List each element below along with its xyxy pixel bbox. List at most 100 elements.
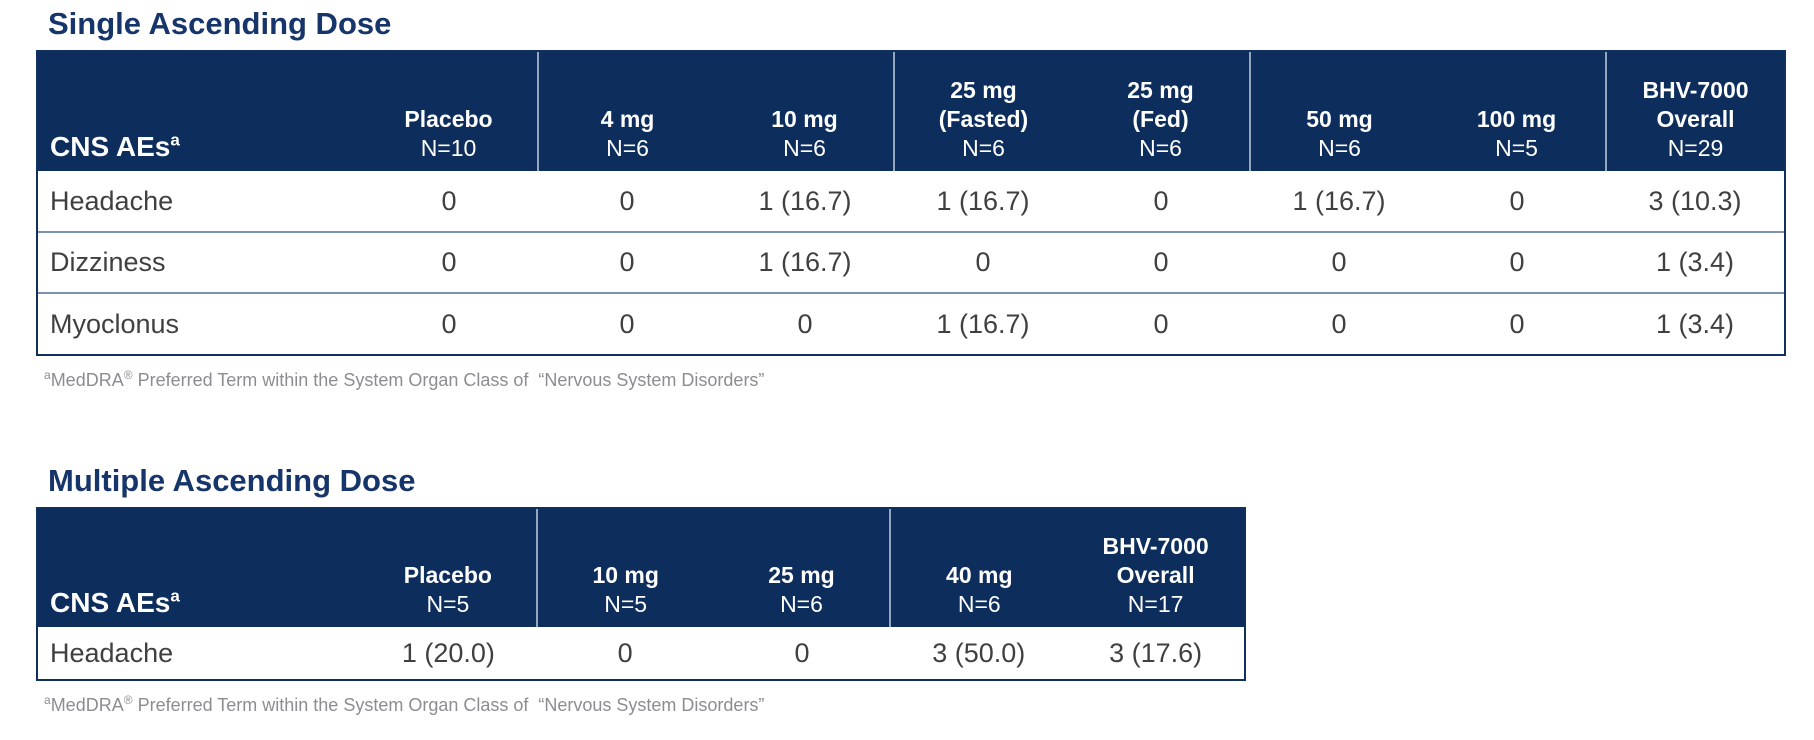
dose-label: 4 mg [600, 106, 655, 132]
multiple-ascending-dose-section: Multiple Ascending Dose CNS AEsa Placebo N… [36, 463, 1814, 716]
ae-value-cell: 3 (17.6) [1067, 627, 1244, 679]
footnote-brand: MedDRA [50, 370, 124, 390]
ae-value-cell: 1 (20.0) [360, 627, 537, 679]
ae-value-cell: 1 (16.7) [716, 171, 894, 232]
footnote-text: Preferred Term within the System Organ C… [132, 370, 765, 390]
footnote-brand: MedDRA [50, 695, 124, 715]
footnote-marker: a [44, 693, 51, 707]
sad-aes-table: CNS AEsa Placebo N=10 4 mg N=6 10 mg N=6 25 mg (… [36, 50, 1786, 356]
ae-row-label: Dizziness [38, 231, 360, 293]
mad-aes-table: CNS AEsa Placebo N=5 10 mg N=5 25 mg N=6 40 mg N… [36, 507, 1246, 681]
table-row: Myoclonus 0 0 0 1 (16.7) 0 0 0 1 (3.4) [38, 292, 1784, 354]
dose-label: BHV-7000 [1642, 77, 1749, 103]
ae-value-cell: 1 (16.7) [894, 292, 1072, 354]
aes-data-table: CNS AEsa Placebo N=10 4 mg N=6 10 mg N=6 25 mg (… [38, 52, 1784, 354]
slide-page: Single Ascending Dose CNS AEsa Placebo N=1… [36, 6, 1814, 716]
ae-value-cell: 3 (50.0) [890, 627, 1068, 679]
dose-label: Overall [1656, 106, 1735, 132]
table-body: Headache 0 0 1 (16.7) 1 (16.7) 0 1 (16.7) 0 3 (1… [38, 171, 1784, 354]
header-row: CNS AEsa Placebo N=10 4 mg N=6 10 mg N=6 25 mg (… [38, 52, 1784, 171]
ae-value-cell: 0 [1072, 171, 1250, 232]
dose-column-header: 100 mg N=5 [1428, 52, 1607, 171]
table-row: Headache 0 0 1 (16.7) 1 (16.7) 0 1 (16.7) 0 3 (1… [38, 171, 1784, 232]
aes-label-sup: a [170, 130, 180, 150]
ae-value-cell: 0 [1428, 292, 1606, 354]
dose-n-count: N=17 [1127, 591, 1184, 617]
ae-value-cell: 0 [538, 171, 716, 232]
dose-n-count: N=6 [962, 135, 1005, 161]
dose-column-header: BHV-7000 Overall N=17 [1067, 509, 1244, 627]
ae-value-cell: 0 [894, 231, 1072, 293]
ae-value-cell: 0 [1072, 231, 1250, 293]
dose-n-count: N=29 [1667, 135, 1724, 161]
dose-label: 25 mg [1127, 77, 1194, 103]
ae-value-cell: 1 (3.4) [1606, 231, 1784, 293]
single-ascending-dose-section: Single Ascending Dose CNS AEsa Placebo N=1… [36, 6, 1814, 391]
dose-column-header: Placebo N=10 [360, 52, 539, 171]
dose-column-header: Placebo N=5 [360, 509, 538, 627]
dose-column-header: 10 mg N=5 [536, 509, 714, 627]
sad-footnote: aMedDRA® Preferred Term within the Syste… [44, 368, 1814, 391]
aes-label-text: CNS AEs [50, 587, 171, 618]
dose-column-header: 25 mg (Fasted) N=6 [894, 52, 1072, 171]
ae-value-cell: 0 [713, 627, 891, 679]
dose-label: Placebo [404, 106, 493, 132]
ae-value-cell: 1 (16.7) [716, 231, 894, 293]
dose-label: 25 mg [768, 562, 835, 588]
mad-footnote: aMedDRA® Preferred Term within the Syste… [44, 693, 1814, 716]
ae-value-cell: 1 (16.7) [894, 171, 1072, 232]
dose-n-count: N=6 [783, 135, 826, 161]
ae-value-cell: 0 [538, 292, 716, 354]
table-row: Dizziness 0 0 1 (16.7) 0 0 0 0 1 (3.4) [38, 231, 1784, 293]
dose-n-count: N=5 [1495, 135, 1538, 161]
dose-n-count: N=6 [1139, 135, 1182, 161]
ae-row-label: Headache [38, 171, 360, 232]
ae-value-cell: 0 [1428, 231, 1606, 293]
dose-column-header: 25 mg N=6 [713, 509, 892, 627]
ae-value-cell: 0 [1072, 292, 1250, 354]
dose-label: 25 mg [950, 77, 1017, 103]
ae-row-label: Myoclonus [38, 292, 360, 354]
dose-column-header: 4 mg N=6 [538, 52, 716, 171]
ae-value-cell: 0 [1428, 171, 1606, 232]
ae-value-cell: 0 [716, 292, 894, 354]
ae-value-cell: 0 [538, 231, 716, 293]
dose-column-header: 25 mg (Fed) N=6 [1072, 52, 1251, 171]
dose-label: 10 mg [771, 106, 838, 132]
ae-value-cell: 0 [536, 627, 714, 679]
dose-n-count: N=5 [426, 591, 470, 617]
footnote-text: Preferred Term within the System Organ C… [132, 695, 765, 715]
ae-value-cell: 0 [360, 231, 538, 293]
ae-value-cell: 0 [1250, 231, 1428, 293]
ae-row-label: Headache [38, 627, 360, 679]
dose-label: (Fed) [1132, 106, 1189, 132]
registered-mark: ® [123, 368, 133, 382]
ae-value-cell: 0 [360, 171, 538, 232]
ae-value-cell: 3 (10.3) [1606, 171, 1784, 232]
table-header: CNS AEsa Placebo N=10 4 mg N=6 10 mg N=6 25 mg (… [38, 52, 1784, 171]
table-header: CNS AEsa Placebo N=5 10 mg N=5 25 mg N=6 40 mg N… [38, 509, 1244, 627]
ae-value-cell: 0 [1250, 292, 1428, 354]
dose-label: 10 mg [592, 562, 659, 588]
aes-label-sup: a [170, 586, 180, 606]
aes-label-text: CNS AEs [50, 131, 171, 162]
dose-column-header: BHV-7000 Overall N=29 [1606, 52, 1784, 171]
ae-value-cell: 1 (3.4) [1606, 292, 1784, 354]
dose-n-count: N=5 [604, 591, 648, 617]
header-row: CNS AEsa Placebo N=5 10 mg N=5 25 mg N=6 40 mg N… [38, 509, 1244, 627]
dose-label: 100 mg [1476, 106, 1557, 132]
mad-title: Multiple Ascending Dose [48, 463, 416, 498]
dose-n-count: N=6 [606, 135, 649, 161]
table-body: Headache 1 (20.0) 0 0 3 (50.0) 3 (17.6) [38, 627, 1244, 679]
aes-label-header: CNS AEsa [38, 52, 360, 171]
aes-data-table: CNS AEsa Placebo N=5 10 mg N=5 25 mg N=6 40 mg N… [38, 509, 1244, 679]
dose-label: Placebo [403, 562, 492, 588]
dose-n-count: N=6 [780, 591, 823, 617]
dose-column-header: 50 mg N=6 [1250, 52, 1428, 171]
ae-value-cell: 0 [360, 292, 538, 354]
footnote-marker: a [44, 368, 51, 382]
aes-label-header: CNS AEsa [38, 509, 360, 627]
dose-column-header: 10 mg N=6 [716, 52, 895, 171]
dose-label: 40 mg [946, 562, 1013, 588]
dose-label: (Fasted) [938, 106, 1029, 132]
